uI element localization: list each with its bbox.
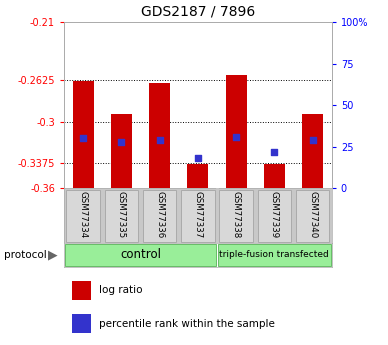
Text: GSM77335: GSM77335: [117, 191, 126, 238]
Bar: [72, 314, 91, 333]
Bar: [149, 83, 170, 188]
FancyBboxPatch shape: [296, 190, 329, 242]
Text: ▶: ▶: [48, 249, 57, 262]
Text: log ratio: log ratio: [99, 285, 142, 295]
Point: [310, 137, 316, 143]
Text: GSM77340: GSM77340: [308, 191, 317, 238]
Text: GSM77337: GSM77337: [193, 191, 203, 238]
Point: [156, 137, 163, 143]
Text: control: control: [120, 248, 161, 261]
FancyBboxPatch shape: [66, 190, 100, 242]
Bar: [302, 114, 323, 188]
Title: GDS2187 / 7896: GDS2187 / 7896: [141, 4, 255, 19]
Point: [118, 139, 125, 145]
FancyBboxPatch shape: [143, 190, 177, 242]
FancyBboxPatch shape: [65, 244, 216, 266]
Bar: [187, 164, 208, 188]
Point: [271, 149, 277, 154]
FancyBboxPatch shape: [258, 190, 291, 242]
Text: GSM77334: GSM77334: [79, 191, 88, 238]
Text: triple-fusion transfected: triple-fusion transfected: [220, 250, 329, 259]
FancyBboxPatch shape: [218, 244, 331, 266]
Bar: [111, 114, 132, 188]
Bar: [264, 164, 285, 188]
Bar: [72, 280, 91, 300]
FancyBboxPatch shape: [181, 190, 215, 242]
Text: GSM77339: GSM77339: [270, 191, 279, 238]
Point: [233, 134, 239, 139]
Point: [195, 156, 201, 161]
Bar: [225, 76, 247, 188]
Text: protocol: protocol: [4, 250, 47, 260]
Point: [80, 136, 86, 141]
FancyBboxPatch shape: [219, 190, 253, 242]
Text: percentile rank within the sample: percentile rank within the sample: [99, 319, 275, 329]
FancyBboxPatch shape: [104, 190, 138, 242]
Text: GSM77338: GSM77338: [232, 191, 241, 238]
Text: GSM77336: GSM77336: [155, 191, 164, 238]
Bar: [73, 81, 94, 188]
